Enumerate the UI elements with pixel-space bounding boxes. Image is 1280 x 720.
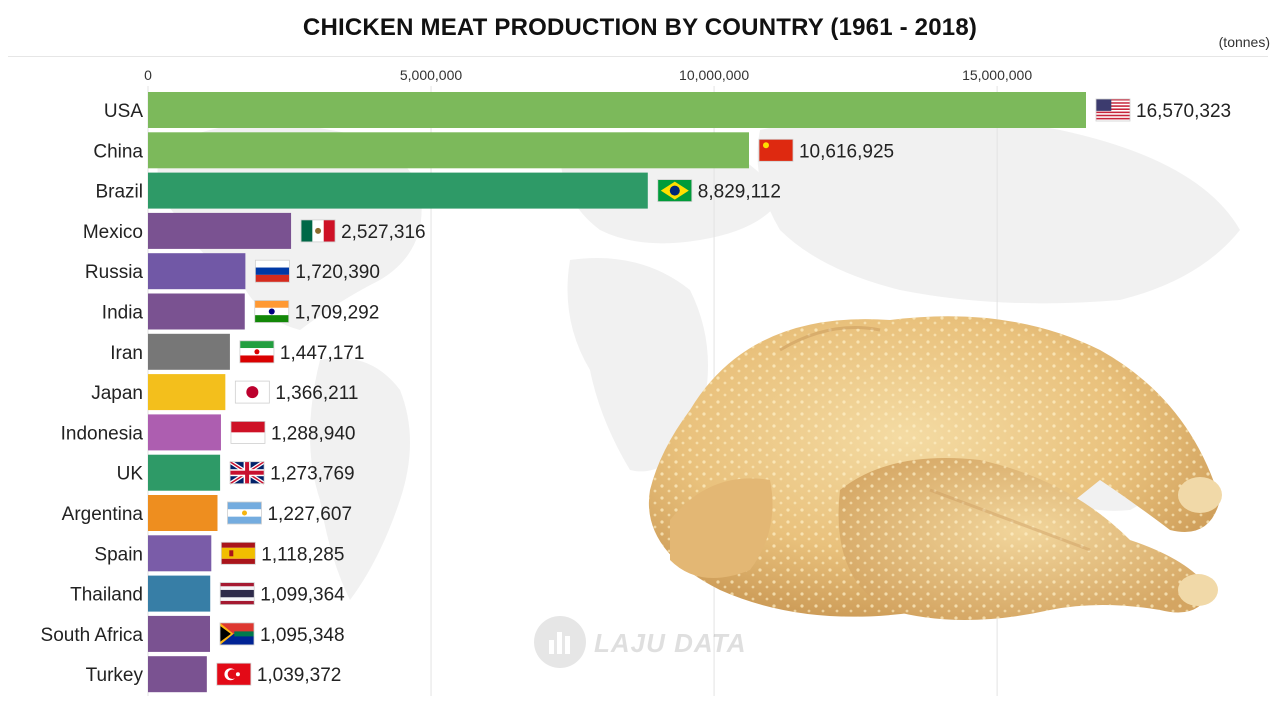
bar <box>148 333 230 370</box>
bar-row: Brazil 8,829,112 <box>95 172 781 209</box>
bar-row: Thailand 1,099,364 <box>70 575 345 612</box>
x-tick-label: 5,000,000 <box>400 67 462 83</box>
bar-row: Iran 1,447,171 <box>110 333 365 370</box>
category-label: China <box>93 141 143 162</box>
value-label: 1,447,171 <box>280 343 365 364</box>
unit-label: (tonnes) <box>1218 34 1270 50</box>
value-label: 1,099,364 <box>260 585 345 606</box>
bar <box>148 172 648 209</box>
uk-flag-icon <box>229 460 266 486</box>
category-label: Argentina <box>62 504 144 525</box>
chart-title: CHICKEN MEAT PRODUCTION BY COUNTRY (1961… <box>302 14 978 41</box>
category-label: Indonesia <box>61 423 144 444</box>
bar-row: India 1,709,292 <box>102 293 380 330</box>
value-label: 1,720,390 <box>295 262 380 283</box>
raw-chicken-image <box>648 316 1222 620</box>
china-flag-icon <box>758 138 794 162</box>
category-label: Japan <box>91 383 143 404</box>
category-label: Thailand <box>70 585 143 606</box>
spain-flag-icon <box>220 541 256 565</box>
bar-row: USA 16,570,323 <box>104 92 1231 128</box>
category-label: Iran <box>110 343 143 364</box>
bar-row: Turkey 1,039,372 <box>86 656 342 693</box>
x-tick-label: 15,000,000 <box>962 67 1032 83</box>
bar <box>148 454 221 491</box>
iran-flag-icon <box>239 340 275 364</box>
x-tick-label: 10,000,000 <box>679 67 749 83</box>
value-label: 1,227,607 <box>267 504 352 525</box>
value-label: 8,829,112 <box>698 182 781 203</box>
russia-flag-icon <box>254 259 290 283</box>
brazil-flag-icon <box>657 179 693 203</box>
japan-flag-icon <box>234 380 270 404</box>
category-label: Mexico <box>83 222 143 243</box>
value-label: 1,273,769 <box>270 464 355 485</box>
category-label: Turkey <box>86 665 144 686</box>
bar <box>148 535 212 572</box>
value-label: 1,039,372 <box>257 665 342 686</box>
bar <box>148 212 292 249</box>
bar-row: Argentina 1,227,607 <box>62 495 352 531</box>
bar <box>148 293 245 330</box>
bar-row: Mexico 2,527,316 <box>83 212 426 249</box>
south-africa-flag-icon <box>219 622 255 646</box>
bar-row: Russia 1,720,390 <box>85 253 380 290</box>
value-label: 1,709,292 <box>295 303 380 324</box>
category-label: South Africa <box>41 625 144 646</box>
bar <box>148 253 246 290</box>
value-label: 1,095,348 <box>260 625 345 646</box>
bar <box>148 615 211 652</box>
bar-row: South Africa 1,095,348 <box>41 615 345 652</box>
value-label: 2,527,316 <box>341 222 426 243</box>
category-label: Brazil <box>95 182 143 203</box>
bar <box>148 414 221 451</box>
category-label: Russia <box>85 262 144 283</box>
x-tick-label: 0 <box>144 67 152 83</box>
bar-row: China 10,616,925 <box>93 132 894 169</box>
category-label: UK <box>117 464 144 485</box>
turkey-flag-icon <box>216 662 252 686</box>
bar-row: Japan 1,366,211 <box>91 374 358 411</box>
mexico-flag-icon <box>300 219 336 243</box>
value-label: 1,118,285 <box>261 544 344 565</box>
india-flag-icon <box>254 300 290 323</box>
bar-row: Indonesia 1,288,940 <box>61 414 356 451</box>
category-label: USA <box>104 101 143 122</box>
category-label: India <box>102 303 144 324</box>
logo-icon <box>534 616 586 668</box>
bar <box>148 132 749 169</box>
value-label: 16,570,323 <box>1136 101 1231 122</box>
value-label: 10,616,925 <box>799 141 894 162</box>
argentina-flag-icon <box>227 501 262 525</box>
title-divider <box>8 56 1268 57</box>
bar <box>148 495 218 531</box>
indonesia-flag-icon <box>230 420 266 444</box>
bar <box>148 575 211 612</box>
bar <box>148 374 226 411</box>
watermark: LAJU DATA <box>532 614 772 670</box>
category-label: Spain <box>94 544 143 565</box>
bar <box>148 92 1086 128</box>
value-label: 1,288,940 <box>271 423 356 444</box>
bar <box>148 656 207 693</box>
usa-flag-icon <box>1095 98 1131 122</box>
bar-row: Spain 1,118,285 <box>94 535 344 572</box>
value-label: 1,366,211 <box>275 383 358 404</box>
thailand-flag-icon <box>219 582 255 605</box>
bar-row: UK 1,273,769 <box>117 454 355 491</box>
